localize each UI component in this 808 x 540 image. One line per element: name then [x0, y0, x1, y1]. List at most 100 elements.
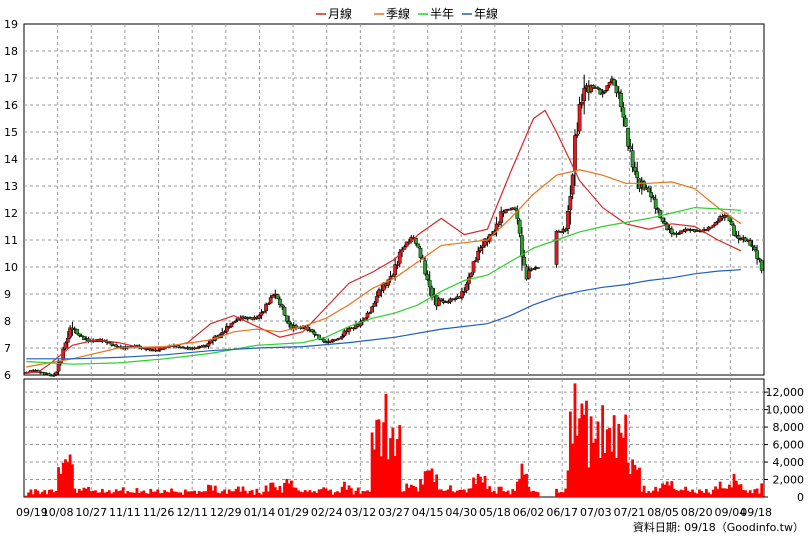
candle-body: [365, 312, 370, 318]
candle-body: [612, 79, 617, 86]
candle-body: [114, 344, 119, 347]
volume-bar: [142, 490, 146, 497]
volume-bar: [170, 488, 173, 497]
volume-bar: [585, 400, 588, 497]
volume-bar: [193, 490, 196, 497]
volume-bar: [474, 484, 478, 497]
price-tick-label: 13: [4, 180, 18, 193]
candle-body: [176, 345, 181, 348]
legend-label: 半年: [430, 7, 454, 21]
volume-bar: [451, 491, 455, 497]
volume-bar: [679, 489, 683, 497]
volume-bar: [688, 491, 692, 497]
volume-bar: [573, 383, 577, 497]
volume-bar: [236, 486, 240, 497]
volume-bar: [748, 490, 752, 497]
candle-body: [600, 92, 605, 95]
volume-bar: [290, 480, 293, 497]
volume-bar: [476, 473, 480, 497]
volume-bar: [642, 485, 646, 497]
volume-bar: [704, 489, 708, 497]
volume-bar: [241, 486, 245, 497]
candle-body: [63, 342, 68, 349]
candle-body: [614, 85, 619, 94]
candle-body: [54, 371, 59, 375]
candle-body: [722, 214, 727, 219]
candle-body: [706, 226, 711, 231]
volume-bar: [506, 490, 510, 497]
volume-bar: [75, 492, 79, 497]
volume-bar: [499, 486, 503, 497]
volume-bar: [462, 489, 466, 497]
volume-tick-label: 2,000: [773, 474, 805, 487]
volume-bar: [195, 493, 199, 497]
candle-body: [607, 82, 612, 86]
volume-bar: [64, 459, 67, 497]
candle-body: [469, 273, 474, 277]
candle-body: [222, 331, 227, 334]
volume-bar: [568, 411, 572, 497]
volume-bar: [54, 490, 58, 497]
volume-bar: [218, 493, 222, 497]
candle-body: [448, 298, 453, 303]
volume-bar: [354, 490, 358, 497]
volume-bar: [71, 464, 74, 497]
volume-bar: [739, 484, 743, 497]
volume-bar: [271, 482, 275, 497]
volume-bar: [59, 473, 63, 497]
volume-bar: [536, 492, 540, 497]
candle-body: [259, 312, 264, 316]
candle-body: [658, 210, 663, 218]
volume-bar: [50, 489, 54, 497]
volume-bar: [386, 459, 390, 497]
volume-bar: [663, 484, 667, 497]
volume-bar: [686, 490, 690, 497]
candle-body: [478, 247, 483, 252]
volume-bar: [419, 479, 422, 497]
volume-bar: [672, 488, 676, 497]
date-tick-label: 09/19: [16, 506, 48, 519]
volume-bar: [619, 432, 623, 497]
volume-bar: [373, 449, 376, 497]
volume-bar: [227, 489, 231, 497]
candle-body: [679, 230, 683, 234]
volume-bar: [626, 462, 630, 497]
candle-body: [589, 84, 593, 92]
volume-bar: [188, 491, 192, 497]
volume-bar: [137, 493, 141, 497]
volume-bar: [564, 488, 568, 497]
volume-bar: [329, 489, 333, 497]
candle-body: [499, 211, 504, 223]
date-tick-label: 06/02: [513, 506, 545, 519]
volume-bar: [310, 492, 314, 497]
candle-body: [660, 217, 665, 222]
volume-bar: [303, 490, 307, 497]
volume-bar: [479, 476, 482, 497]
candle-body: [312, 331, 317, 335]
volume-axis-ticks: 0 2,000 4,000 6,000 8,000 10,000 12,000: [764, 386, 804, 504]
volume-tick-label: 4,000: [773, 456, 805, 469]
volume-bar: [147, 493, 150, 497]
volume-bar: [488, 486, 492, 497]
volume-bar: [416, 491, 420, 497]
volume-bar: [253, 494, 256, 497]
volume-bar: [124, 493, 127, 497]
volume-bar: [163, 490, 167, 497]
volume-bar: [73, 488, 77, 497]
volume-bar: [610, 451, 614, 497]
volume-bar: [315, 492, 319, 497]
volume-bar: [391, 427, 395, 497]
volume-bar: [220, 491, 224, 497]
candle-body: [370, 306, 374, 313]
volume-bar: [280, 492, 284, 497]
volume-tick-label: 6,000: [773, 439, 805, 452]
volume-bar: [760, 483, 764, 497]
volume-bar: [721, 488, 724, 497]
volume-bar: [269, 482, 273, 497]
volume-bar: [654, 486, 658, 497]
volume-bar: [426, 470, 429, 497]
candle-body: [206, 343, 211, 347]
moving-average-lines: [26, 109, 742, 373]
candle-body: [566, 211, 570, 229]
volume-bar: [338, 492, 342, 497]
